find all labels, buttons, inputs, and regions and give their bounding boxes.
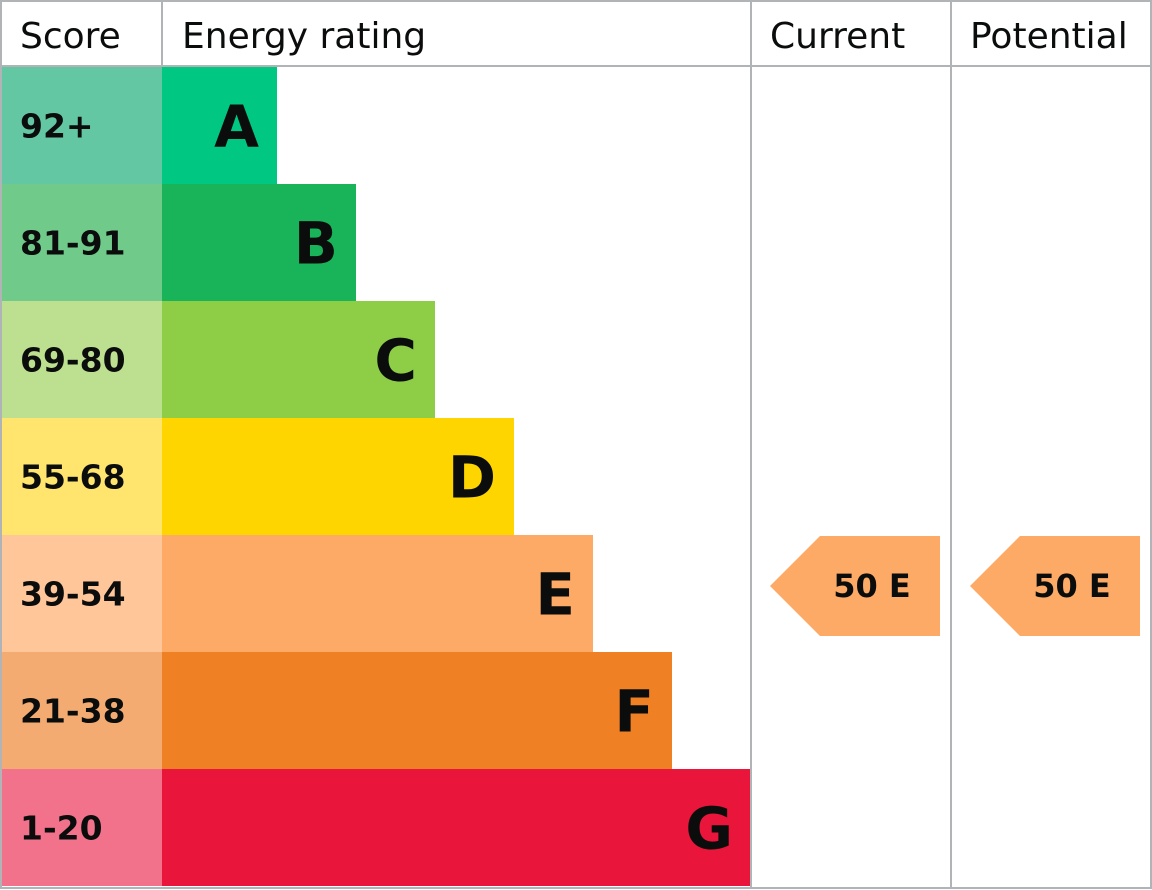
- potential-flag: [970, 536, 1140, 636]
- score-cell-a: [2, 67, 162, 184]
- band-letter-b: B: [294, 210, 338, 278]
- band-bar-f: [162, 652, 672, 769]
- band-bar-a: [162, 67, 277, 184]
- score-label-f: 21-38: [20, 692, 126, 731]
- band-letter-a: A: [214, 93, 259, 161]
- current-flag: [770, 536, 940, 636]
- score-label-a: 92+: [20, 107, 94, 146]
- current-flag-label: 50 E: [833, 567, 911, 605]
- score-label-b: 81-91: [20, 224, 126, 263]
- header-current: Current: [770, 16, 905, 57]
- score-cell-f: [2, 652, 162, 769]
- score-cell-c: [2, 301, 162, 418]
- flags-layer: 50 E 50 E: [770, 536, 1140, 636]
- header-potential: Potential: [970, 16, 1128, 57]
- score-cell-b: [2, 184, 162, 301]
- score-label-e: 39-54: [20, 575, 126, 614]
- band-letter-d: D: [448, 444, 496, 512]
- bands-layer: 92+ A 81-91 B 69-80 C 55-68 D 39-54 E 21-38 F 1-20 G: [2, 67, 751, 886]
- score-label-g: 1-20: [20, 809, 103, 848]
- score-cell-d: [2, 418, 162, 535]
- header-row: Score Energy rating Current Potential: [20, 16, 1128, 57]
- band-bar-d: [162, 418, 514, 535]
- header-energy-rating: Energy rating: [182, 16, 426, 57]
- band-letter-e: E: [535, 561, 575, 629]
- band-letter-c: C: [374, 327, 417, 395]
- band-letter-g: G: [685, 795, 733, 863]
- band-bar-g: [162, 769, 751, 886]
- header-score: Score: [20, 16, 121, 57]
- score-cell-e: [2, 535, 162, 652]
- potential-flag-label: 50 E: [1033, 567, 1111, 605]
- band-letter-f: F: [614, 678, 654, 746]
- band-bar-b: [162, 184, 356, 301]
- score-cell-g: [2, 769, 162, 886]
- band-bar-c: [162, 301, 435, 418]
- score-label-c: 69-80: [20, 341, 126, 380]
- band-bar-e: [162, 535, 593, 652]
- score-label-d: 55-68: [20, 458, 126, 497]
